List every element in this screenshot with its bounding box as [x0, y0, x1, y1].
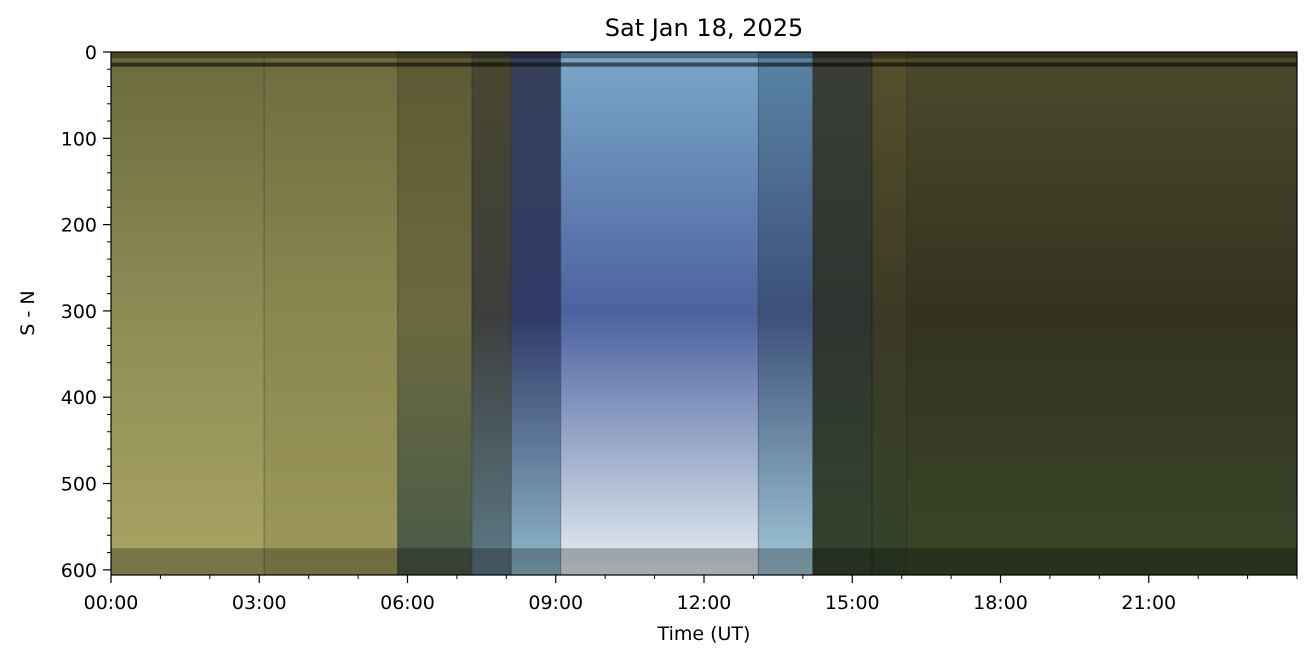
y-tick-label: 600 — [61, 560, 97, 582]
image-segment — [111, 52, 265, 575]
image-segment — [397, 52, 472, 575]
top-dark-line — [111, 62, 1297, 67]
image-segment — [471, 52, 512, 575]
image-segment — [758, 52, 813, 575]
x-tick-label: 12:00 — [677, 592, 732, 614]
y-tick-label: 300 — [61, 301, 97, 323]
y-tick-label: 0 — [85, 42, 97, 64]
x-tick-label: 03:00 — [232, 592, 287, 614]
keogram-image — [111, 52, 1297, 575]
image-segment — [812, 52, 873, 575]
horizon-band — [111, 548, 1297, 575]
x-axis-label: Time (UT) — [657, 623, 751, 645]
axes: 00:00 03:00 06:00 09:00 12:00 15:00 18:00 21:00… — [61, 42, 1298, 614]
image-segment — [872, 52, 907, 575]
y-tick-label: 100 — [61, 128, 97, 150]
image-segment — [264, 52, 398, 575]
image-segment — [560, 52, 759, 575]
x-tick-label: 15:00 — [825, 592, 880, 614]
image-segment — [906, 52, 1297, 575]
y-tick-label: 400 — [61, 387, 97, 409]
keogram-overlay — [111, 52, 1297, 575]
x-tick-label: 09:00 — [528, 592, 583, 614]
image-segment — [511, 52, 561, 575]
y-tick-label: 500 — [61, 474, 97, 496]
x-tick-label: 21:00 — [1121, 592, 1176, 614]
x-tick-label: 18:00 — [973, 592, 1028, 614]
chart-title: Sat Jan 18, 2025 — [604, 14, 804, 42]
top-dark-band — [111, 52, 1297, 59]
x-tick-label: 00:00 — [84, 592, 139, 614]
y-tick-label: 200 — [61, 215, 97, 237]
x-tick-label: 06:00 — [380, 592, 435, 614]
